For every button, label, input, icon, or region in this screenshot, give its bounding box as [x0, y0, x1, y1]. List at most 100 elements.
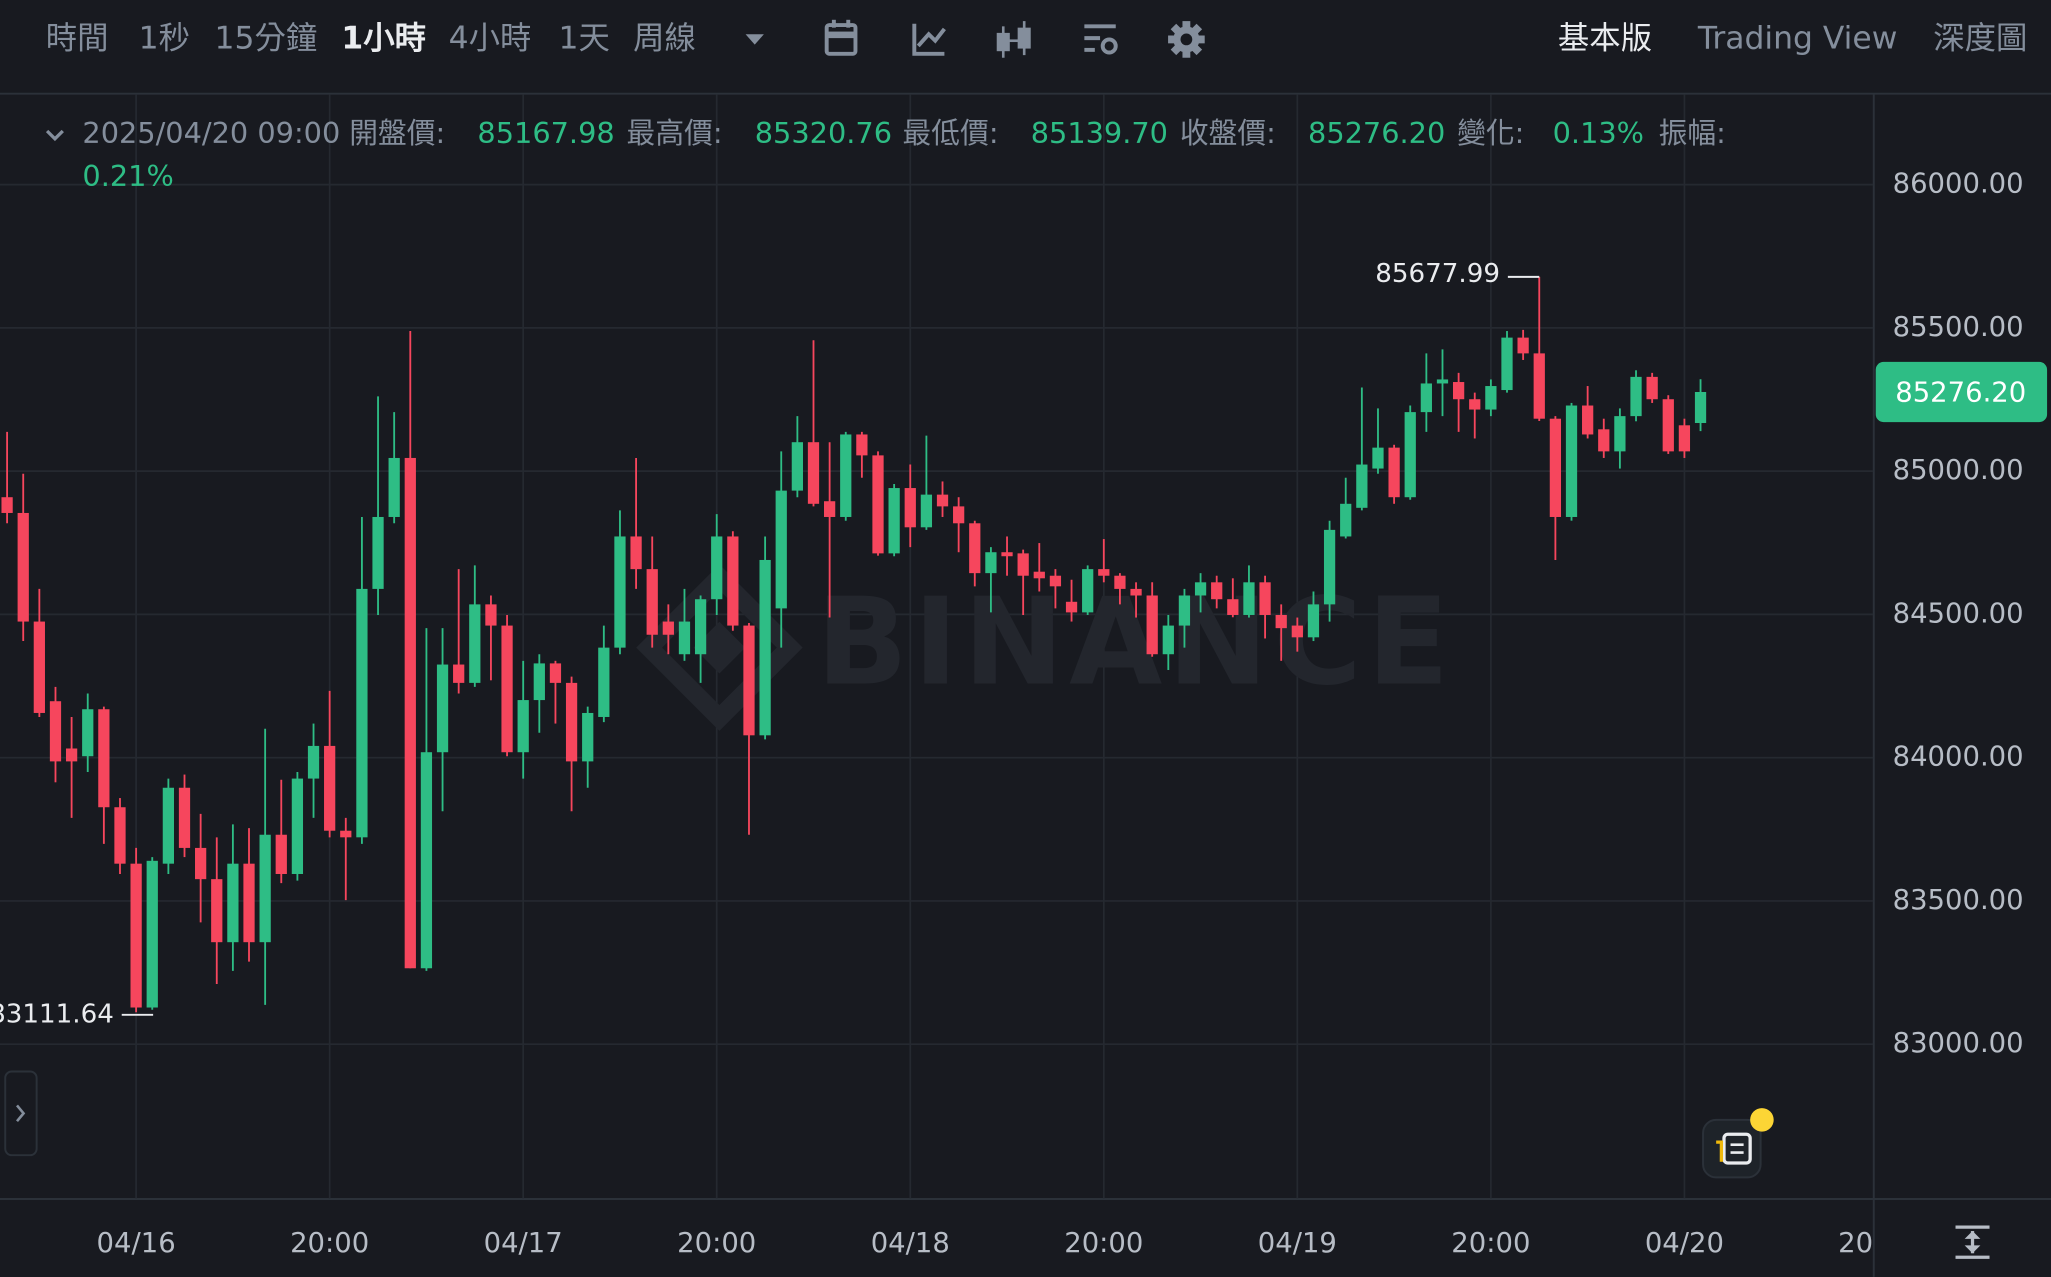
candle-body	[807, 442, 820, 504]
info-value: 85276.20	[1308, 116, 1445, 150]
candle-body	[1630, 376, 1642, 417]
candle-body	[453, 664, 465, 683]
candle-type-icon[interactable]	[996, 21, 1031, 58]
candle-body	[1146, 595, 1158, 655]
candle-body	[178, 787, 191, 848]
candle-body	[614, 536, 626, 648]
toolbar: 時間 1秒 15分鐘 1小時 4小時 1天 周線 基本版 Trading View 深度圖	[46, 19, 2027, 58]
info-label: 變化:	[1457, 116, 1524, 150]
candle-body	[920, 494, 933, 528]
candle-body	[1678, 425, 1691, 452]
high-label: 85677.99	[1375, 259, 1500, 289]
y-tick-label: 84000.00	[1893, 742, 2024, 773]
candle-body	[1582, 405, 1594, 435]
candle-body	[872, 455, 884, 554]
candle-body	[1517, 337, 1529, 354]
candle-body	[307, 745, 320, 779]
candle-body	[1420, 383, 1432, 413]
interval-tab[interactable]: 時間	[46, 20, 109, 56]
candle-body	[162, 787, 175, 864]
fit-axis-button[interactable]	[1955, 1225, 1990, 1259]
candle-body	[533, 663, 545, 701]
info-label: 最低價:	[903, 116, 999, 150]
candle-body	[856, 434, 868, 456]
calendar-icon[interactable]	[824, 19, 858, 56]
candle-body	[582, 712, 594, 762]
view-tab[interactable]: 基本版	[1558, 20, 1652, 56]
candle-body	[1017, 553, 1029, 576]
candle-body	[65, 748, 78, 762]
info-label: 振幅:	[1659, 116, 1726, 150]
candle-body	[98, 709, 110, 808]
last-price-label: 85276.20	[1895, 377, 2026, 408]
info-label: 收盤價:	[1180, 116, 1276, 150]
candle-body	[711, 536, 723, 600]
candle-body	[82, 709, 94, 757]
candle-body	[1178, 595, 1191, 626]
candle-body	[356, 588, 368, 838]
candle-body	[195, 847, 207, 880]
candle-body	[1082, 569, 1094, 613]
x-tick-label: 04/20	[1645, 1228, 1724, 1259]
candle-body	[130, 863, 142, 1008]
candle-body	[291, 778, 304, 874]
interval-tab[interactable]: 周線	[633, 20, 696, 56]
candle-body	[324, 745, 336, 831]
candle-body	[1436, 379, 1449, 384]
watermark-text: BINANCE	[816, 572, 1454, 712]
candle-body	[420, 752, 433, 969]
candle-body	[1356, 464, 1368, 508]
candle-body	[1275, 614, 1287, 629]
candle-body	[953, 506, 965, 524]
layout-icon[interactable]	[1084, 24, 1118, 55]
view-tab[interactable]: Trading View	[1697, 20, 1898, 56]
collapse-chevron[interactable]	[45, 129, 64, 142]
candle-body	[1662, 399, 1674, 452]
candle-body	[969, 523, 981, 574]
news-button[interactable]	[1702, 1108, 1774, 1179]
x-tick-label: 20	[1838, 1228, 1873, 1259]
candle-body	[727, 536, 739, 626]
candle-body	[1501, 337, 1513, 391]
interval-tab[interactable]: 1天	[559, 20, 610, 56]
candle-body	[49, 701, 62, 762]
candle-body	[549, 663, 562, 683]
x-tick-label: 20:00	[677, 1228, 756, 1259]
candle-body	[33, 621, 45, 713]
candle-body	[694, 599, 707, 655]
candle-body	[1114, 575, 1126, 589]
low-label: 83111.64	[0, 999, 114, 1029]
last-price-tag	[1875, 361, 2048, 423]
view-tab[interactable]: 深度圖	[1933, 20, 2027, 56]
expand-left-button[interactable]	[4, 1070, 38, 1157]
candle-body	[985, 552, 997, 574]
interval-tab[interactable]: 15分鐘	[215, 20, 318, 56]
candle-body	[1, 497, 13, 513]
candle-body	[1065, 601, 1078, 613]
y-tick-label: 85500.00	[1893, 312, 2024, 343]
x-tick-label: 04/19	[1258, 1228, 1337, 1259]
indicator-icon[interactable]	[912, 23, 946, 56]
interval-tab[interactable]: 1小時	[341, 20, 426, 56]
interval-tab[interactable]: 1秒	[139, 20, 190, 56]
candle-body	[630, 536, 642, 570]
candle-body	[743, 625, 755, 736]
candle-body	[1452, 382, 1465, 400]
watermark: BINANCE	[636, 564, 1454, 731]
candle-body	[791, 442, 803, 491]
settings-icon[interactable]	[1168, 21, 1205, 58]
candle-body	[1243, 582, 1255, 615]
interval-tab[interactable]: 4小時	[449, 20, 532, 56]
candle-body	[517, 700, 529, 753]
info-date: 2025/04/20 09:00	[82, 116, 340, 150]
candle-body	[1211, 582, 1223, 600]
candle-body	[259, 834, 271, 943]
more-intervals-caret[interactable]	[745, 34, 764, 45]
axes: 83000.00 83500.00 84000.00 84500.00 85000.00…	[97, 169, 2048, 1259]
info-value: 85167.98	[477, 116, 614, 150]
candle-body	[404, 457, 416, 969]
candle-body	[1614, 416, 1626, 452]
candle-body	[598, 647, 610, 717]
info-value: 0.21%	[82, 159, 173, 193]
